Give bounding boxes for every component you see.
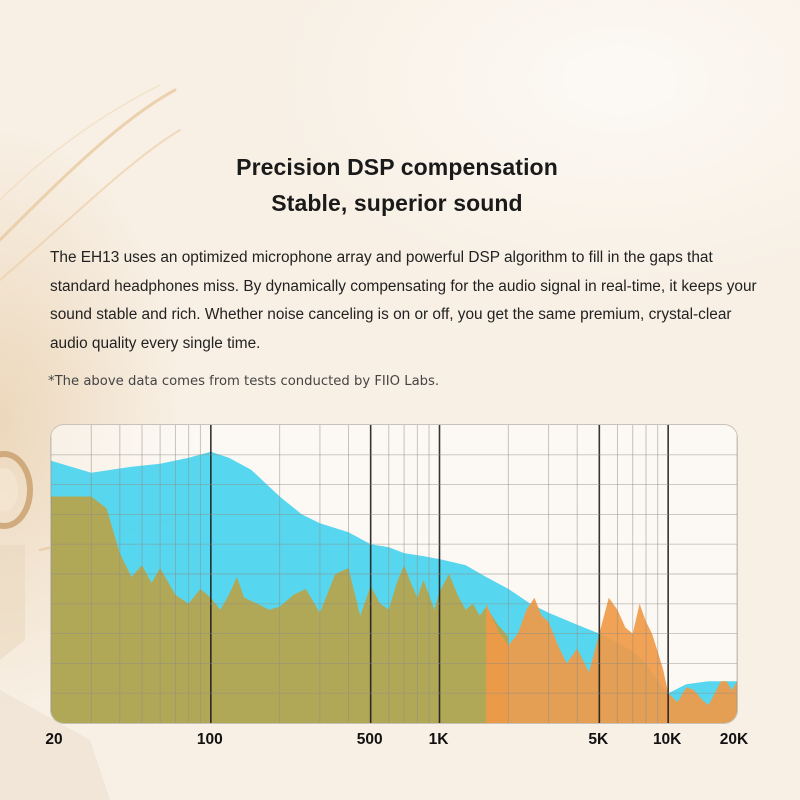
x-tick-label: 100 [196, 731, 223, 748]
footnote: *The above data comes from tests conduct… [48, 374, 440, 389]
x-tick-label: 20 [45, 731, 63, 748]
x-tick-label: 1K [428, 731, 449, 748]
x-tick-label: 20K [719, 731, 749, 748]
x-tick-label: 5K [588, 731, 609, 748]
page-subtitle: Stable, superior sound [271, 190, 523, 216]
x-tick-label: 10K [652, 731, 682, 748]
page-title: Precision DSP compensation [236, 154, 558, 180]
frequency-response-chart [50, 424, 738, 724]
description-paragraph: The EH13 uses an optimized microphone ar… [50, 249, 757, 353]
x-tick-label: 500 [356, 731, 383, 748]
chart-plot-area [51, 425, 737, 723]
